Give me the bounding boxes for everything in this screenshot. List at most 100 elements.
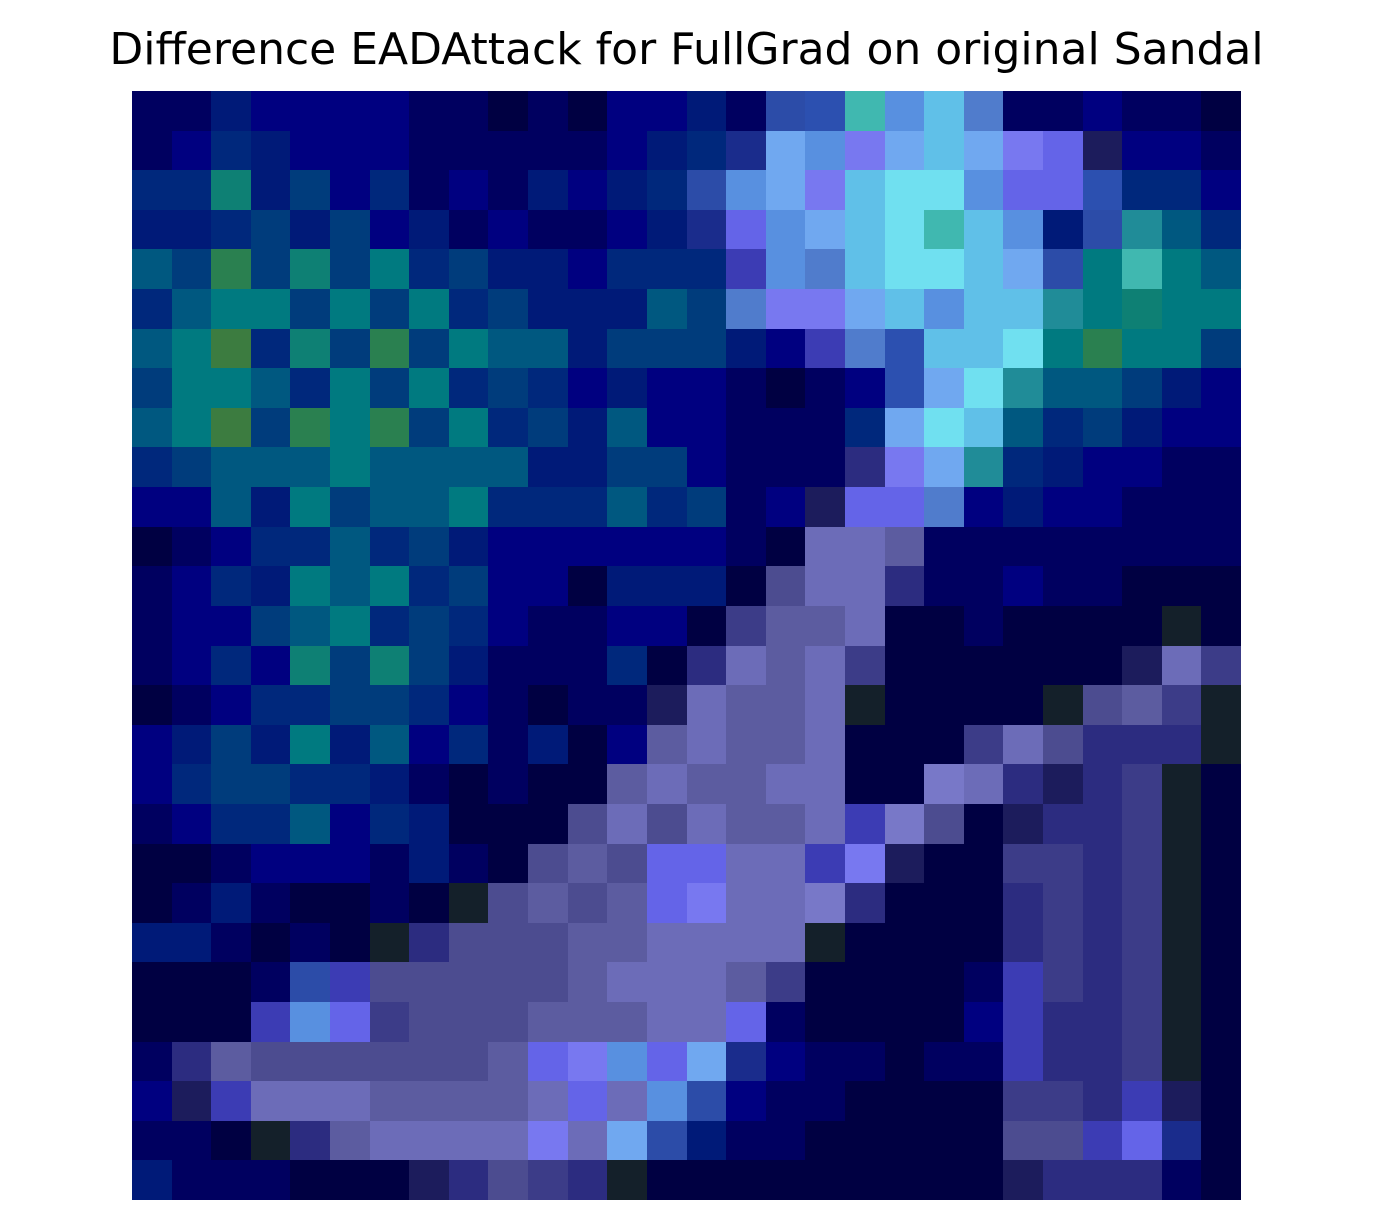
heatmap-cell (1043, 1042, 1083, 1081)
heatmap-cell (726, 447, 766, 487)
heatmap-cell (805, 408, 845, 447)
heatmap-cell (449, 844, 488, 883)
heatmap-cell (172, 368, 211, 408)
heatmap-cell (488, 606, 528, 646)
heatmap-cell (132, 249, 172, 289)
heatmap-cell (1201, 249, 1241, 289)
heatmap-cell (449, 1002, 488, 1042)
heatmap-cell (766, 883, 805, 923)
heatmap-cell (132, 883, 172, 923)
heatmap-cell (1003, 962, 1043, 1002)
heatmap-cell (885, 962, 924, 1002)
heatmap-cell (766, 962, 805, 1002)
heatmap-cell (132, 131, 172, 170)
heatmap-cell (568, 646, 607, 685)
heatmap-cell (647, 487, 687, 527)
heatmap-cell (1201, 329, 1241, 368)
heatmap-cell (290, 646, 330, 685)
heatmap-cell (409, 91, 449, 131)
heatmap-cell (290, 131, 330, 170)
heatmap-cell (647, 923, 687, 962)
heatmap-cell (528, 1081, 568, 1121)
heatmap-cell (726, 1042, 766, 1081)
heatmap-cell (409, 527, 449, 566)
heatmap-cell (528, 566, 568, 606)
heatmap-cell (211, 923, 251, 962)
heatmap-cell (924, 1042, 964, 1081)
heatmap-cell (488, 289, 528, 329)
heatmap-cell (528, 764, 568, 804)
heatmap-cell (1043, 962, 1083, 1002)
heatmap-cell (845, 170, 885, 210)
heatmap-cell (409, 1002, 449, 1042)
heatmap-cell (647, 804, 687, 844)
heatmap-cell (964, 249, 1003, 289)
heatmap-cell (687, 289, 726, 329)
heatmap-cell (845, 1081, 885, 1121)
heatmap-cell (924, 566, 964, 606)
heatmap-cell (1083, 447, 1122, 487)
heatmap-cell (964, 844, 1003, 883)
heatmap-cell (370, 725, 409, 764)
heatmap-cell (805, 1160, 845, 1200)
heatmap-cell (1083, 91, 1122, 131)
heatmap-cell (251, 368, 290, 408)
heatmap-cell (1201, 1081, 1241, 1121)
heatmap-cell (211, 408, 251, 447)
heatmap-cell (1083, 249, 1122, 289)
heatmap-cell (1003, 566, 1043, 606)
heatmap-cell (845, 725, 885, 764)
heatmap-cell (885, 764, 924, 804)
heatmap-cell (528, 606, 568, 646)
heatmap-cell (211, 606, 251, 646)
heatmap-cell (1162, 646, 1201, 685)
heatmap-cell (607, 289, 647, 329)
heatmap-cell (647, 1160, 687, 1200)
heatmap-cell (607, 329, 647, 368)
heatmap-cell (964, 962, 1003, 1002)
heatmap-cell (607, 685, 647, 725)
heatmap-cell (687, 487, 726, 527)
heatmap-cell (766, 685, 805, 725)
heatmap-cell (211, 289, 251, 329)
heatmap-cell (132, 487, 172, 527)
heatmap-cell (528, 1160, 568, 1200)
heatmap-cell (805, 844, 845, 883)
heatmap-cell (766, 131, 805, 170)
heatmap-cell (449, 131, 488, 170)
heatmap-cell (370, 1002, 409, 1042)
heatmap-cell (449, 91, 488, 131)
heatmap-cell (1043, 408, 1083, 447)
heatmap-cell (290, 962, 330, 1002)
heatmap-cell (488, 1042, 528, 1081)
heatmap-cell (211, 210, 251, 249)
heatmap-cell (647, 844, 687, 883)
heatmap-cell (1003, 131, 1043, 170)
heatmap-cell (845, 1121, 885, 1160)
heatmap-cell (211, 764, 251, 804)
heatmap-cell (687, 844, 726, 883)
heatmap-cell (409, 962, 449, 1002)
heatmap-cell (172, 447, 211, 487)
heatmap-cell (924, 131, 964, 170)
heatmap-cell (687, 566, 726, 606)
heatmap-cell (370, 527, 409, 566)
heatmap-cell (805, 1081, 845, 1121)
heatmap-cell (1201, 447, 1241, 487)
heatmap-cell (132, 962, 172, 1002)
heatmap-cell (726, 170, 766, 210)
heatmap-cell (607, 923, 647, 962)
heatmap-cell (290, 249, 330, 289)
heatmap-cell (1162, 329, 1201, 368)
heatmap-cell (1201, 487, 1241, 527)
heatmap-cell (290, 368, 330, 408)
heatmap-cell (132, 1121, 172, 1160)
heatmap-cell (172, 487, 211, 527)
heatmap-cell (1043, 91, 1083, 131)
heatmap-cell (528, 91, 568, 131)
heatmap-cell (132, 725, 172, 764)
heatmap-cell (924, 91, 964, 131)
heatmap-cell (330, 804, 370, 844)
heatmap-cell (924, 646, 964, 685)
heatmap-cell (211, 844, 251, 883)
